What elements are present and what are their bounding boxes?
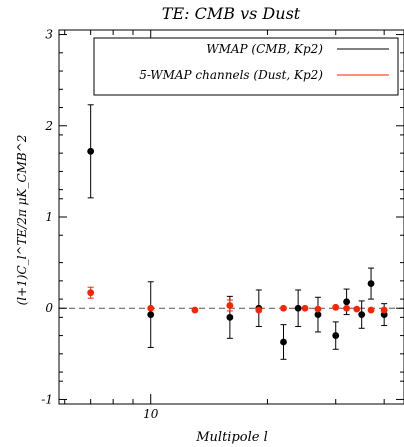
legend-label-wmap: WMAP (CMB, Kp2)	[206, 42, 323, 56]
dust-data-point	[280, 304, 287, 312]
legend-label-dust: 5-WMAP channels (Dust, Kp2)	[139, 68, 323, 82]
y-axis-label-text: (l+1)C_l^TE/2π μK_CMB^2	[15, 135, 29, 306]
dust-data-point	[147, 304, 155, 312]
wmap-data-point	[343, 298, 350, 306]
legend-box	[93, 37, 399, 96]
dust-data-point	[332, 303, 340, 311]
data-marks	[87, 104, 388, 360]
dust-data-point	[226, 302, 234, 309]
wmap-data-point	[367, 280, 375, 287]
wmap-data-point	[226, 313, 234, 321]
y-tick-label: 3	[45, 28, 53, 42]
dust-data-point	[343, 304, 350, 312]
wmap-data-point	[87, 147, 95, 155]
y-tick-label: -1	[41, 392, 53, 406]
y-tick-label: 2	[44, 119, 53, 133]
wmap-data-point	[147, 311, 155, 319]
wmap-data-point	[358, 311, 366, 319]
dust-data-point	[314, 305, 322, 313]
dust-data-point	[353, 305, 361, 313]
y-axis-label: (l+1)C_l^TE/2π μK_CMB^2	[15, 135, 29, 306]
dust-data-point	[380, 306, 388, 314]
wmap-data-point	[314, 311, 322, 319]
dust-data-point	[255, 306, 263, 314]
wmap-data-point	[332, 332, 340, 339]
axis-ticks: -1 0 1 2 3 10	[41, 28, 404, 421]
dust-data-point	[301, 304, 309, 312]
wmap-data-point	[280, 338, 287, 346]
chart-title: TE: CMB vs Dust	[162, 4, 301, 23]
y-tick-label: 1	[45, 210, 53, 224]
dust-data-point	[87, 289, 95, 297]
dust-data-point	[367, 306, 375, 314]
wmap-data-point	[294, 304, 302, 312]
plot-frame	[58, 29, 404, 405]
legend: WMAP (CMB, Kp2) 5-WMAP channels (Dust, K…	[93, 37, 399, 96]
x-tick-label: 10	[143, 407, 159, 421]
dust-data-point	[191, 306, 199, 314]
x-axis-label: Multipole l	[195, 430, 268, 445]
y-tick-label: 0	[45, 301, 53, 315]
